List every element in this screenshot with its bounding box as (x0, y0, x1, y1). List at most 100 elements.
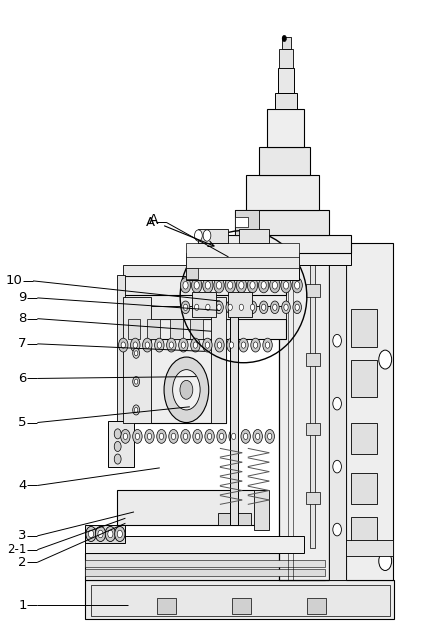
Circle shape (265, 342, 269, 348)
Bar (198, 251, 350, 265)
Bar (345, 243, 392, 580)
Bar (350, 309, 376, 347)
Circle shape (264, 430, 274, 444)
Circle shape (203, 301, 212, 314)
Bar (185, 252, 298, 268)
Circle shape (166, 338, 176, 352)
Bar (123, 264, 286, 276)
Bar (350, 473, 376, 504)
Circle shape (259, 301, 267, 314)
Circle shape (239, 304, 243, 310)
Bar (267, 109, 303, 147)
Circle shape (252, 430, 262, 444)
Bar (279, 243, 328, 580)
Circle shape (164, 357, 208, 423)
Circle shape (227, 281, 232, 289)
Bar (350, 423, 376, 454)
Circle shape (228, 430, 238, 444)
Circle shape (117, 530, 122, 538)
Circle shape (105, 526, 115, 541)
Circle shape (114, 429, 121, 439)
Bar (84, 536, 303, 553)
Bar (309, 233, 314, 548)
Text: 6: 6 (18, 372, 27, 385)
Circle shape (190, 338, 200, 352)
Circle shape (169, 342, 173, 348)
Circle shape (133, 342, 137, 348)
Bar (157, 598, 175, 614)
Bar (147, 319, 160, 339)
Circle shape (282, 35, 286, 42)
Bar (350, 360, 376, 398)
Circle shape (193, 342, 197, 348)
Circle shape (224, 278, 235, 293)
Circle shape (253, 342, 257, 348)
Circle shape (269, 278, 280, 293)
Text: 8: 8 (18, 312, 27, 325)
Circle shape (145, 342, 149, 348)
Circle shape (172, 370, 200, 410)
Bar (84, 553, 324, 580)
Circle shape (272, 281, 277, 289)
Circle shape (227, 304, 232, 310)
Bar (117, 490, 267, 524)
Bar (328, 243, 345, 580)
Bar (84, 560, 324, 567)
Circle shape (180, 430, 190, 444)
Circle shape (272, 304, 276, 310)
Circle shape (250, 304, 254, 310)
Bar (350, 517, 376, 548)
Circle shape (134, 379, 138, 384)
Circle shape (132, 377, 139, 387)
Circle shape (332, 460, 341, 473)
Bar (123, 319, 286, 339)
Bar (279, 49, 292, 68)
Text: A: A (146, 216, 155, 229)
Text: 3: 3 (18, 529, 27, 543)
Circle shape (332, 334, 341, 347)
Bar (277, 68, 294, 93)
Circle shape (181, 301, 189, 314)
Text: 5: 5 (18, 416, 27, 429)
Circle shape (226, 338, 236, 352)
Circle shape (295, 304, 298, 310)
Circle shape (123, 433, 127, 440)
Bar (234, 217, 247, 227)
Circle shape (250, 338, 260, 352)
Text: 7: 7 (18, 338, 27, 350)
Bar (185, 268, 198, 279)
Text: 9: 9 (18, 292, 27, 304)
Circle shape (216, 304, 221, 310)
Bar (189, 319, 202, 339)
Circle shape (240, 430, 250, 444)
Circle shape (243, 433, 247, 440)
Circle shape (332, 398, 341, 410)
Bar (305, 492, 319, 504)
Circle shape (207, 433, 211, 440)
Bar (258, 147, 309, 175)
Circle shape (132, 405, 139, 415)
Bar (198, 235, 350, 252)
Circle shape (202, 338, 212, 352)
Circle shape (292, 278, 301, 293)
Circle shape (205, 281, 210, 289)
Circle shape (130, 338, 140, 352)
Circle shape (258, 278, 268, 293)
Bar (170, 319, 183, 339)
Circle shape (203, 230, 210, 241)
Bar (211, 297, 226, 423)
Circle shape (121, 342, 125, 348)
Circle shape (98, 530, 103, 538)
Circle shape (135, 433, 139, 440)
Circle shape (118, 338, 128, 352)
Bar (108, 422, 134, 466)
Circle shape (270, 301, 279, 314)
Circle shape (180, 380, 192, 399)
Circle shape (182, 281, 187, 289)
Circle shape (280, 278, 291, 293)
Circle shape (192, 301, 200, 314)
Circle shape (378, 551, 391, 570)
Circle shape (205, 342, 209, 348)
Text: A: A (148, 213, 158, 227)
Text: 10: 10 (6, 274, 22, 287)
